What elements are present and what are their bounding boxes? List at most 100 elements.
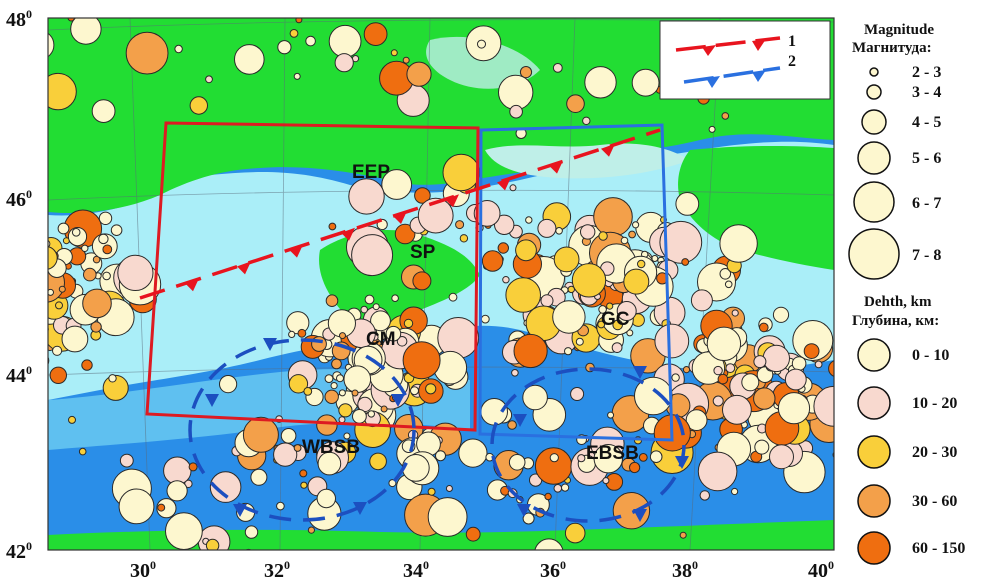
epicenter xyxy=(71,228,81,237)
epicenter xyxy=(78,447,87,456)
epicenter xyxy=(0,266,27,297)
epicenter xyxy=(697,451,738,492)
gyre-arrowhead xyxy=(633,366,647,379)
epicenter xyxy=(628,230,636,239)
epicenter xyxy=(396,336,408,347)
epicenter xyxy=(70,18,102,45)
map-frame xyxy=(47,17,835,551)
magnitude-legend: Magnitude Магнитуда: 2 - 3 3 - 4 4 - 5 5… xyxy=(848,22,941,280)
svg-text:340: 340 xyxy=(403,558,429,582)
epicenter xyxy=(410,386,419,396)
epicenter xyxy=(205,75,213,84)
epicenter xyxy=(391,294,399,303)
epicenter xyxy=(679,531,687,539)
epicenter xyxy=(853,73,866,86)
epicenter xyxy=(288,374,309,394)
legend-item-2-label: 2 xyxy=(788,53,796,70)
eastern-gyre xyxy=(490,367,686,523)
epicenter xyxy=(338,389,346,397)
epicenter xyxy=(544,492,552,501)
epicenter xyxy=(412,271,432,291)
epicenter xyxy=(324,374,334,384)
epicenter xyxy=(55,301,63,310)
epicenter xyxy=(61,325,89,353)
epicenter xyxy=(351,389,359,397)
epicenter xyxy=(352,409,367,424)
epicenter xyxy=(784,368,807,391)
epicenter xyxy=(713,365,723,376)
epicenter xyxy=(582,116,591,126)
svg-text:380: 380 xyxy=(672,558,698,582)
epicenter xyxy=(166,480,188,502)
epicenter xyxy=(98,211,113,226)
gyre-arrowhead xyxy=(233,504,247,517)
epicenter xyxy=(372,303,380,311)
epicenter xyxy=(445,485,453,492)
epicenter xyxy=(515,239,537,262)
epicenter xyxy=(508,454,526,471)
epicenter xyxy=(369,452,387,471)
epicenter xyxy=(741,373,760,392)
earthquake-epicenters xyxy=(0,18,866,550)
epicenter xyxy=(370,310,391,332)
mag-symbol-3-4 xyxy=(866,84,882,100)
epicenter xyxy=(577,454,586,463)
epicenter xyxy=(188,462,198,472)
depth-label-20-30: 20 - 30 xyxy=(912,444,957,461)
legend-item-1-label: 1 xyxy=(788,33,796,50)
epicenter xyxy=(11,281,17,287)
epicenter xyxy=(612,319,624,331)
fault-tooth xyxy=(341,227,355,241)
epicenter xyxy=(335,444,344,453)
mag-label-4-5: 4 - 5 xyxy=(912,114,941,131)
epicenter xyxy=(509,104,523,119)
label-ebsb: EBSB xyxy=(586,443,639,464)
epicenter xyxy=(293,444,302,452)
epicenter xyxy=(448,292,458,302)
epicenter xyxy=(659,220,703,264)
epicenter xyxy=(250,468,268,486)
epicenter xyxy=(245,548,252,550)
epicenter xyxy=(81,244,89,253)
epicenter xyxy=(118,488,155,525)
epicenter xyxy=(762,344,790,373)
epicenter xyxy=(156,498,177,519)
epicenter xyxy=(48,32,55,58)
epicenter xyxy=(828,360,834,377)
epicenter xyxy=(675,192,700,216)
epicenter xyxy=(316,488,336,509)
epicenter xyxy=(638,453,648,462)
study-area-box-2 xyxy=(478,123,674,442)
fault-legend-inset: 1 2 xyxy=(659,20,831,100)
label-sp: SP xyxy=(410,242,436,263)
svg-text:480: 480 xyxy=(6,7,32,31)
epicenter xyxy=(708,125,716,133)
epicenter xyxy=(537,218,557,238)
label-eep: EEP xyxy=(352,162,390,183)
epicenter xyxy=(402,56,410,64)
epicenter xyxy=(110,224,123,236)
epicenter xyxy=(671,373,680,382)
gyre-arrows xyxy=(205,338,689,522)
epicenter xyxy=(324,389,339,404)
epicenter xyxy=(317,451,342,476)
depth-symbol-10-20 xyxy=(857,386,891,420)
epicenter xyxy=(403,318,414,329)
epicenter xyxy=(754,439,770,455)
epicenter xyxy=(102,374,129,401)
epicenter xyxy=(414,187,431,204)
epicenter xyxy=(390,49,398,57)
epicenter xyxy=(534,538,564,550)
epicenter xyxy=(459,234,469,243)
epicenter xyxy=(691,351,726,385)
epicenter xyxy=(564,347,573,356)
magnitude-title-en: Magnitude xyxy=(864,22,934,38)
epicenter xyxy=(277,40,292,55)
gyre-arrowhead xyxy=(205,394,219,407)
epicenter xyxy=(553,484,563,493)
longitude-ticks: 300 320 340 360 380 400 xyxy=(130,558,834,582)
fault-1-teeth xyxy=(185,143,615,292)
epicenter xyxy=(513,333,548,369)
epicenter xyxy=(724,280,733,289)
epicenter xyxy=(522,512,535,525)
